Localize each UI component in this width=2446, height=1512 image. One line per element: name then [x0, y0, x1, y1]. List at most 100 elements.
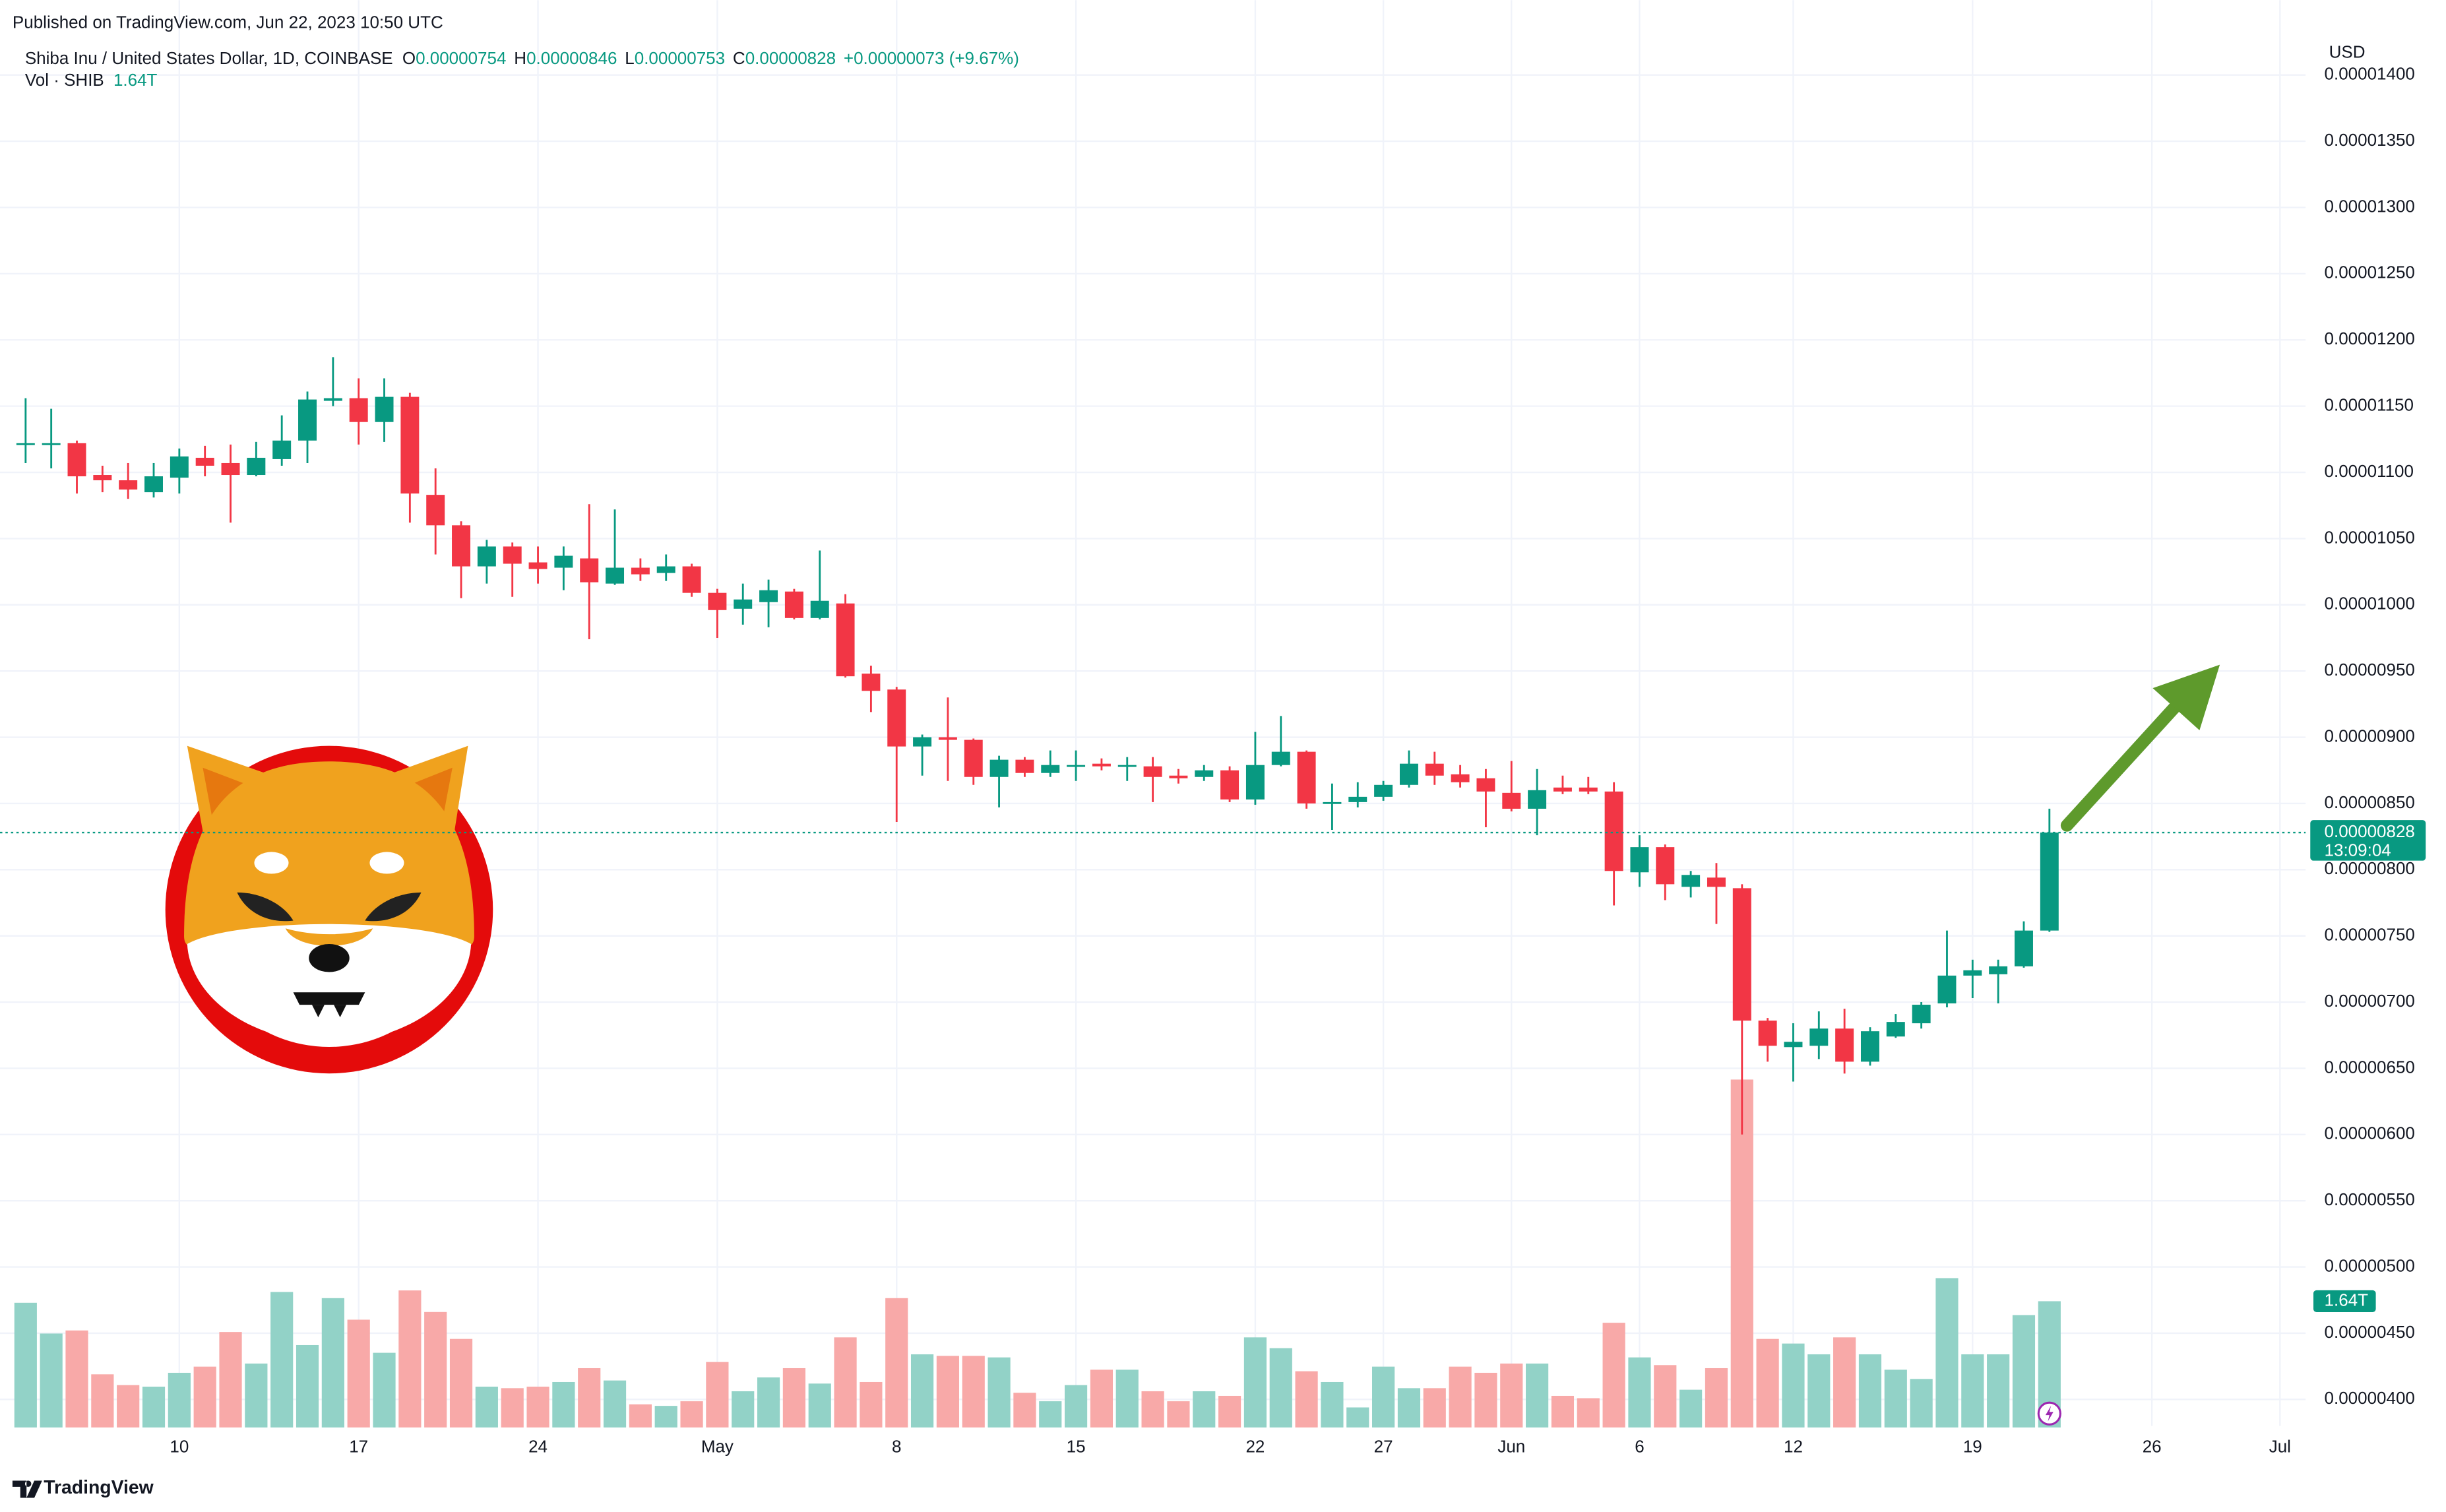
volume-bar: [296, 1344, 319, 1428]
symbol-legend: Shiba Inu / United States Dollar, 1D, CO…: [25, 48, 1019, 68]
volume-bar: [424, 1311, 447, 1428]
candle-body: [1989, 966, 2008, 974]
y-tick-label: 0.00000500: [2325, 1255, 2415, 1275]
candle-body: [913, 737, 932, 747]
symbol-title: Shiba Inu / United States Dollar, 1D, CO…: [25, 48, 393, 68]
shiba-logo: [165, 745, 493, 1074]
volume-bar: [1756, 1339, 1779, 1428]
candle-body: [1732, 888, 1751, 1021]
footer-logo: [12, 1480, 42, 1498]
candle-body: [1809, 1028, 1829, 1046]
volume-bar: [475, 1386, 498, 1428]
candle-body: [938, 737, 957, 740]
candle-body: [682, 566, 701, 593]
candle-body: [272, 440, 292, 459]
volume-bar: [1295, 1371, 1318, 1428]
volume-layer: [14, 1079, 2061, 1428]
volume-bar: [1961, 1354, 1984, 1428]
x-tick-label: 17: [349, 1437, 368, 1457]
candle-body: [1502, 792, 1521, 809]
volume-bar: [321, 1298, 344, 1428]
candle-body: [1117, 765, 1137, 767]
y-tick-label: 0.00000400: [2325, 1388, 2415, 1408]
candle-body: [1656, 847, 1675, 885]
y-tick-label: 0.00001000: [2325, 594, 2415, 614]
volume-bar: [757, 1377, 780, 1428]
volume-bar: [65, 1330, 88, 1428]
ohlc-label: L: [625, 48, 634, 68]
x-tick-label: 27: [1374, 1437, 1393, 1457]
volume-bar: [193, 1366, 216, 1428]
volume-bar: [706, 1362, 729, 1428]
ohlc-label: O: [402, 48, 416, 68]
candle-body: [1092, 763, 1111, 767]
footer-brand: TradingView: [44, 1477, 154, 1498]
candle-body: [1886, 1022, 1905, 1037]
candle-body: [989, 759, 1009, 777]
candle-body: [1271, 751, 1290, 765]
candle-body: [708, 592, 727, 610]
volume-bar: [1730, 1079, 1753, 1428]
candle-body: [1195, 770, 1214, 777]
y-tick-label: 0.00000950: [2325, 660, 2415, 679]
volume-bar: [834, 1337, 857, 1428]
volume-bar: [1218, 1395, 1241, 1428]
volume-bar: [14, 1302, 37, 1428]
candle-body: [1451, 774, 1470, 782]
candle-body: [1476, 778, 1495, 792]
candle-body: [1323, 802, 1342, 804]
x-tick-label: 19: [1963, 1437, 1982, 1457]
volume-bar: [1449, 1366, 1472, 1428]
volume-bar: [860, 1381, 883, 1428]
volume-bar: [680, 1401, 703, 1428]
candle-body: [1374, 784, 1393, 797]
volume-bar: [1654, 1365, 1677, 1428]
volume-bar: [578, 1368, 601, 1428]
candle-body: [1758, 1021, 1777, 1046]
candle-body: [964, 740, 983, 777]
x-tick-label: May: [701, 1437, 734, 1457]
candle-body: [1425, 763, 1444, 776]
ohlc-value: 0.00000753: [635, 48, 725, 68]
volume-bar: [1064, 1385, 1088, 1428]
candle-body: [554, 555, 573, 568]
candle-body: [759, 590, 778, 602]
candle-body: [606, 567, 625, 584]
volume-bar: [1833, 1337, 1856, 1428]
candle-body: [452, 525, 471, 567]
y-tick-label: 0.00001250: [2325, 263, 2415, 282]
candle-body: [784, 591, 803, 618]
candle-body: [887, 689, 906, 747]
volume-label-box: [2313, 1290, 2376, 1313]
y-tick-label: 0.00000600: [2325, 1123, 2415, 1143]
candle-body: [1835, 1028, 1854, 1062]
ohlc-value: 0.00000754: [416, 48, 506, 68]
candle-body: [1707, 877, 1726, 887]
candle-body: [400, 396, 420, 494]
volume-value: 1.64T: [113, 70, 158, 90]
y-tick-label: 0.00001050: [2325, 527, 2415, 547]
x-tick-label: 24: [528, 1437, 548, 1457]
volume-bar: [2012, 1315, 2036, 1428]
y-tick-label: 0.00000750: [2325, 925, 2415, 945]
y-tick-label: 0.00000450: [2325, 1322, 2415, 1342]
volume-bar: [449, 1339, 473, 1428]
x-tick-label: 10: [170, 1437, 189, 1457]
x-tick-label: Jul: [2269, 1437, 2291, 1457]
candle-body: [1143, 766, 1162, 777]
volume-bar: [808, 1383, 831, 1428]
volume-bar: [1679, 1389, 1703, 1428]
volume-bar: [1090, 1370, 1113, 1428]
candle-body: [119, 480, 138, 490]
candle-body: [2040, 833, 2059, 931]
candle-body: [349, 398, 368, 422]
y-axis-label: USD: [2329, 42, 2366, 62]
candle-body: [1041, 765, 1060, 773]
y-tick-label: 0.00000550: [2325, 1189, 2415, 1209]
volume-bar: [1782, 1343, 1805, 1428]
y-tick-label: 0.00001200: [2325, 329, 2415, 348]
volume-bar: [1269, 1348, 1292, 1428]
candle-body: [2015, 930, 2033, 966]
candle-body: [528, 562, 548, 569]
